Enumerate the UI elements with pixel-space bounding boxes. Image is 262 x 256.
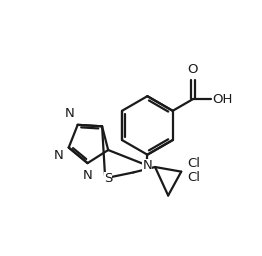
Text: N: N — [143, 159, 152, 172]
Text: N: N — [65, 107, 75, 120]
Text: S: S — [104, 172, 112, 185]
Text: Cl: Cl — [187, 171, 200, 184]
Text: OH: OH — [213, 93, 233, 106]
Text: N: N — [54, 149, 63, 162]
Text: N: N — [82, 168, 92, 182]
Text: Cl: Cl — [187, 157, 200, 170]
Text: O: O — [187, 63, 198, 76]
